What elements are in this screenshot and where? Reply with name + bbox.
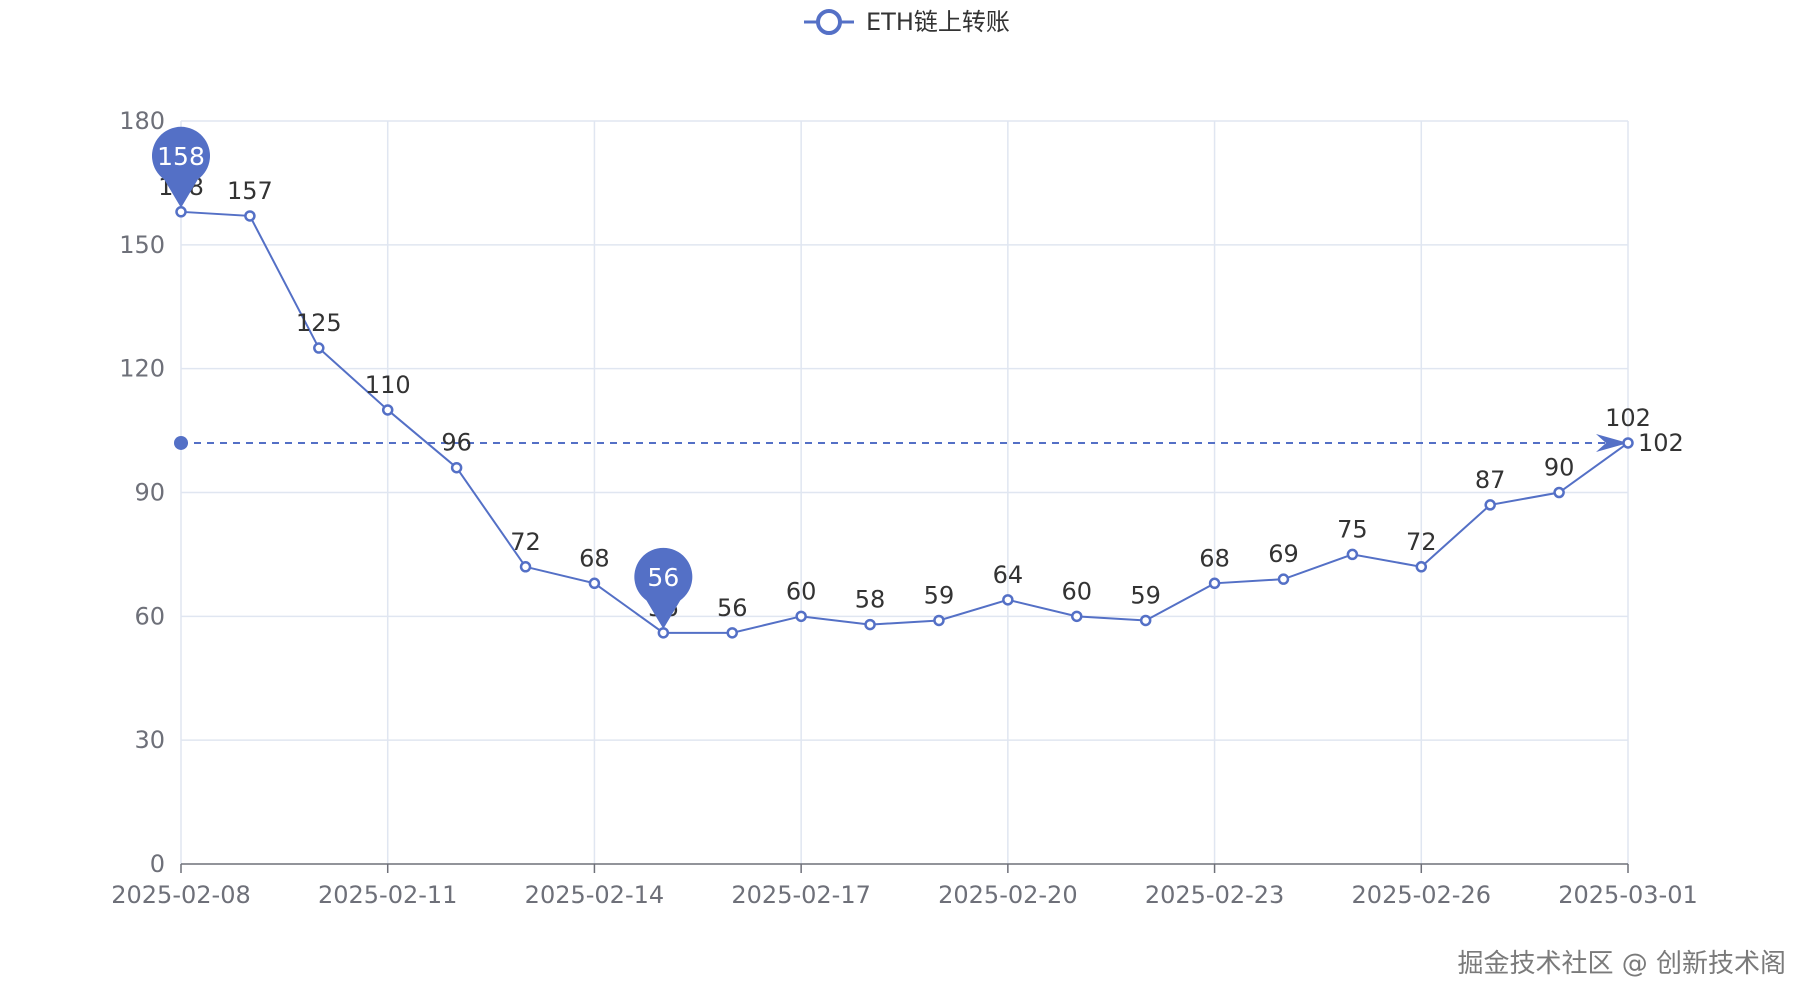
data-label: 72 <box>1406 528 1437 556</box>
data-point <box>1139 614 1152 627</box>
data-label: 68 <box>579 544 610 572</box>
data-label: 72 <box>510 528 541 556</box>
data-label: 87 <box>1475 466 1506 494</box>
data-point <box>1622 437 1634 449</box>
data-point <box>1415 561 1428 573</box>
data-label: 90 <box>1544 454 1575 482</box>
mark-line-label: 102 <box>1638 429 1684 457</box>
data-point <box>795 610 807 623</box>
y-tick-label: 0 <box>150 850 165 878</box>
y-tick-label: 90 <box>134 479 165 507</box>
y-tick-label: 120 <box>119 355 165 383</box>
data-label: 102 <box>1605 404 1651 432</box>
data-point <box>381 404 394 416</box>
x-tick-label: 2025-02-20 <box>938 881 1077 909</box>
data-label: 69 <box>1268 540 1299 568</box>
data-label: 59 <box>924 581 955 609</box>
data-point <box>519 561 532 573</box>
y-tick-label: 60 <box>134 602 165 630</box>
mark-point-label: 56 <box>647 563 679 592</box>
data-label: 58 <box>855 586 886 614</box>
data-label: 157 <box>227 177 273 205</box>
data-point <box>1553 486 1565 499</box>
data-label: 75 <box>1337 515 1368 543</box>
data-point <box>657 627 670 639</box>
data-point <box>1277 573 1290 585</box>
data-point <box>450 461 463 474</box>
data-label: 68 <box>1199 544 1230 572</box>
x-tick-label: 2025-03-01 <box>1558 881 1697 909</box>
data-point <box>933 614 945 627</box>
x-tick-label: 2025-02-14 <box>525 881 664 909</box>
data-label: 96 <box>441 429 472 457</box>
x-tick-label: 2025-02-23 <box>1145 881 1284 909</box>
x-tick-label: 2025-02-08 <box>111 881 250 909</box>
data-point <box>175 206 187 218</box>
series-eth-transfers <box>175 206 1634 639</box>
data-label: 110 <box>365 371 411 399</box>
data-point <box>726 627 738 639</box>
x-tick-label: 2025-02-26 <box>1352 881 1491 909</box>
data-labels: 1581571251109672685656605859646059686975… <box>158 173 1651 622</box>
data-point <box>244 210 256 222</box>
data-point <box>1071 610 1083 623</box>
data-label: 64 <box>993 561 1024 589</box>
y-tick-label: 150 <box>119 231 165 259</box>
data-label: 60 <box>1061 577 1092 605</box>
y-tick-label: 180 <box>119 107 165 135</box>
legend-label: ETH链上转账 <box>866 8 1010 36</box>
data-point <box>1346 548 1359 561</box>
data-label: 59 <box>1130 581 1161 609</box>
grid-lines <box>180 120 1629 864</box>
average-mark-line: 102 <box>174 429 1684 457</box>
series-line <box>180 210 1629 634</box>
data-label: 60 <box>786 577 817 605</box>
legend-circle-icon <box>816 9 842 35</box>
y-tick-label: 30 <box>134 726 165 754</box>
data-point <box>1484 499 1496 511</box>
mark-line-start-dot <box>174 435 188 450</box>
mark-points: 158 56 <box>152 126 693 629</box>
legend[interactable]: ETH链上转账 <box>804 8 1010 36</box>
x-tick-label: 2025-02-11 <box>318 881 457 909</box>
x-tick-label: 2025-02-17 <box>731 881 870 909</box>
data-point <box>864 618 876 631</box>
mark-point-pin <box>634 547 693 629</box>
data-point <box>313 342 325 354</box>
mark-point-label: 158 <box>157 142 205 171</box>
data-label: 56 <box>717 594 748 622</box>
mark-line-arrow <box>1596 433 1628 452</box>
data-point <box>1002 594 1014 606</box>
data-point <box>588 577 601 590</box>
mark-point-pin <box>152 126 210 208</box>
data-label: 125 <box>296 309 342 337</box>
watermark: 掘金技术社区 @ 创新技术阁 <box>1457 949 1786 979</box>
axes: 0 30 60 90 120 150 180 2025-02-08 2025-02-11 2025… <box>111 107 1697 909</box>
data-point <box>1208 577 1221 590</box>
